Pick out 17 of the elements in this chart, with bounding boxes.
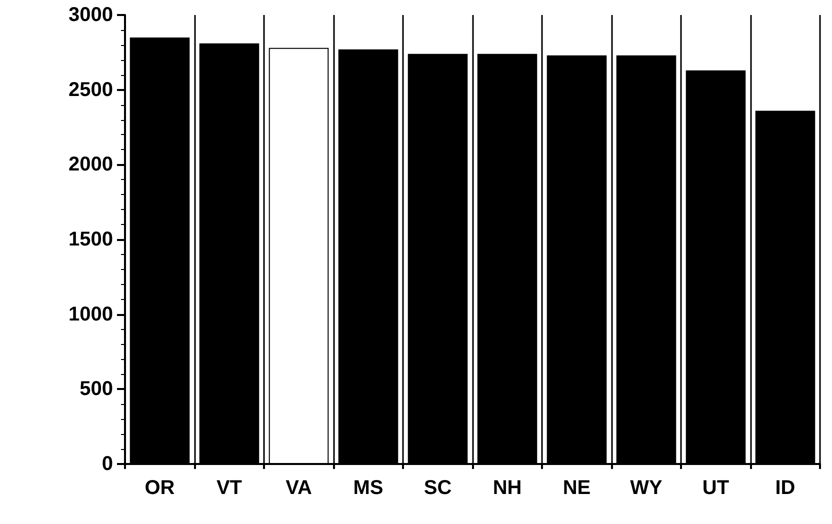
y-tick-label: 2000 — [68, 154, 113, 176]
x-tick-label: NE — [562, 477, 591, 499]
y-tick-label: 1000 — [68, 303, 113, 326]
x-tick-label: VT — [216, 477, 242, 499]
y-tick-label: 0 — [102, 453, 113, 475]
y-tick-label: 500 — [80, 378, 113, 400]
x-tick-label: VA — [286, 477, 312, 499]
x-tick-label: MS — [353, 477, 384, 499]
y-tick-label: 3000 — [68, 4, 113, 26]
y-tick-label: 2500 — [68, 78, 113, 101]
y-tick-label: 1500 — [68, 228, 113, 250]
x-tick-label: WY — [630, 477, 664, 499]
x-tick-label: ID — [775, 477, 796, 499]
x-tick-label: UT — [702, 477, 730, 499]
x-tick-label: SC — [424, 477, 452, 499]
x-tick-label: NH — [492, 477, 522, 499]
x-tick-label: OR — [144, 477, 176, 499]
